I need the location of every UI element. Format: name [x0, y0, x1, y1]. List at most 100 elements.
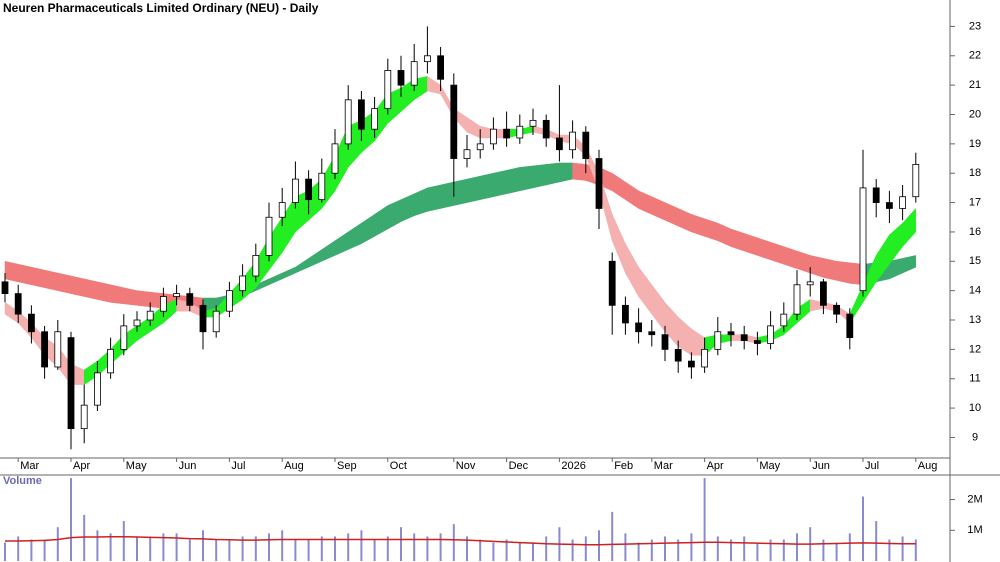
candle-body — [608, 260, 616, 306]
chart-title: Neuren Pharmaceuticals Limited Ordinary … — [3, 1, 319, 15]
candle-body — [820, 281, 827, 306]
candle-body — [450, 84, 458, 159]
volume-bar — [202, 530, 204, 561]
volume-bar — [281, 530, 284, 561]
x-tick-label: Jun — [179, 460, 197, 472]
volume-bar — [505, 539, 508, 561]
volume-bar — [650, 539, 653, 561]
y-tick-label: 16 — [969, 226, 981, 238]
long-band — [902, 255, 917, 274]
candle-body — [199, 304, 207, 333]
volume-bar — [862, 496, 864, 561]
long-band — [506, 167, 521, 195]
volume-bar — [413, 533, 416, 561]
candle-body — [793, 284, 801, 315]
long-band — [479, 172, 494, 200]
candle-body — [846, 313, 854, 339]
x-tick-label: Sep — [337, 460, 357, 472]
volume-bar — [677, 539, 680, 561]
candle-body — [437, 55, 445, 80]
candle-body — [674, 348, 682, 362]
candle-body — [714, 331, 722, 350]
volume-bar — [360, 530, 363, 561]
volume-bar — [611, 511, 614, 561]
volume-bar — [848, 533, 851, 561]
candle-body — [859, 187, 867, 292]
y-tick-label: 9 — [972, 431, 978, 443]
volume-bar — [96, 530, 99, 561]
volume-bar — [400, 527, 402, 561]
long-band — [97, 281, 111, 303]
candle-body — [661, 334, 669, 350]
candle-body — [489, 128, 497, 145]
x-tick-label: Apr — [73, 460, 90, 472]
volume-bar — [122, 521, 125, 561]
volume-bar — [822, 539, 825, 561]
long-band — [440, 181, 455, 209]
candle-body — [146, 310, 154, 321]
long-band — [110, 284, 125, 305]
candle-body — [556, 137, 563, 151]
candle-body — [463, 149, 471, 159]
y-tick-label: 15 — [969, 255, 981, 267]
candle-body — [582, 131, 590, 159]
volume-average — [5, 535, 916, 546]
volume-bar — [914, 539, 917, 561]
volume-bar — [664, 536, 666, 561]
volume-bar — [532, 542, 534, 561]
x-tick-label: Feb — [614, 460, 633, 472]
candle-body — [806, 281, 814, 286]
volume-bar — [294, 539, 297, 561]
candle-body — [635, 322, 642, 333]
candle-body — [291, 178, 299, 203]
long-band — [44, 269, 59, 291]
candle-body — [344, 99, 352, 145]
candle-body — [67, 337, 75, 430]
x-tick-label: May — [759, 460, 780, 472]
y-tick-label: 12 — [969, 343, 981, 355]
long-band — [123, 287, 138, 306]
volume-bar — [334, 536, 336, 561]
volume-bar — [756, 542, 759, 561]
volume-bar — [835, 542, 838, 561]
y-tick-label: 18 — [969, 167, 981, 179]
volume-bar — [545, 536, 548, 561]
volume-bar — [228, 539, 231, 561]
volume-bar — [637, 542, 640, 561]
long-band — [466, 175, 481, 203]
volume-bar — [598, 530, 600, 561]
candle-body — [278, 202, 286, 218]
candle-body — [476, 143, 484, 151]
candle-body — [252, 255, 260, 277]
candle-body — [159, 296, 167, 312]
volume-bar — [70, 478, 72, 561]
volume-bar — [452, 524, 455, 561]
volume-bar — [175, 533, 178, 561]
candle-body — [212, 310, 220, 333]
volume-bar — [518, 542, 521, 561]
volume-bar — [901, 536, 904, 561]
candle-body — [516, 125, 524, 139]
candle-body — [397, 70, 405, 86]
x-tick-label: 2026 — [561, 460, 585, 472]
x-tick-label: Nov — [456, 460, 476, 472]
volume-bar — [215, 539, 218, 561]
volume-bar — [479, 539, 482, 561]
long-band — [136, 290, 151, 308]
candle-body — [27, 313, 35, 333]
volume-bar — [43, 539, 46, 561]
volume-bar — [17, 536, 20, 561]
volume-bar — [466, 536, 468, 561]
candle-body — [186, 293, 194, 306]
volume-bar — [162, 533, 165, 561]
candle-body — [133, 319, 141, 327]
volume-bar — [584, 536, 587, 561]
y-tick-label: 13 — [969, 314, 981, 326]
candle-body — [94, 372, 101, 406]
candle-body — [384, 70, 392, 110]
candle-body — [503, 128, 511, 139]
candle-body — [239, 275, 247, 292]
x-tick-label: Jun — [812, 460, 830, 472]
